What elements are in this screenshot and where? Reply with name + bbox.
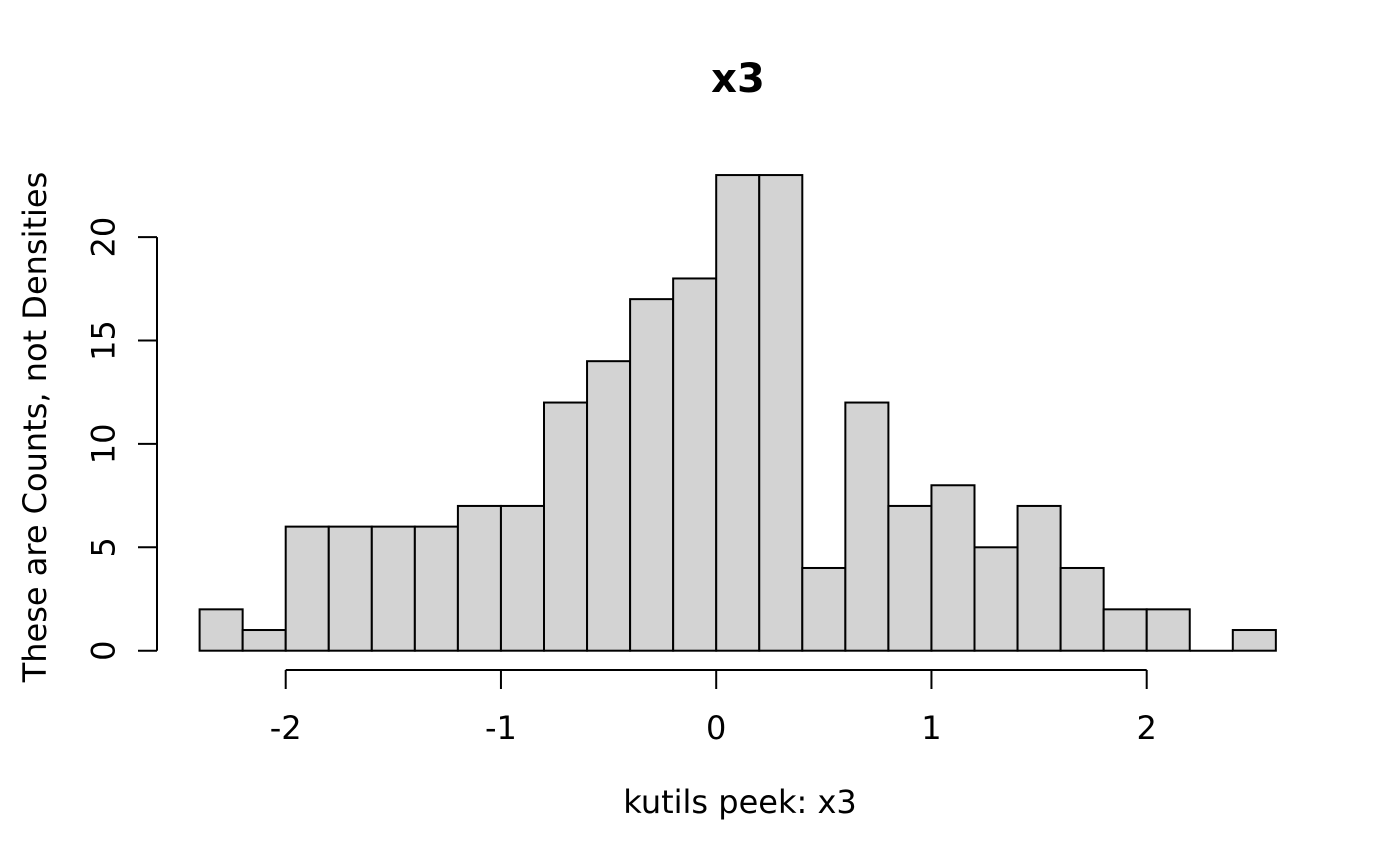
- y-tick-label: 10: [85, 424, 123, 465]
- histogram-bar: [284, 525, 330, 652]
- chart-title: x3: [711, 56, 765, 102]
- x-axis-label: kutils peek: x3: [623, 783, 857, 821]
- histogram-bar: [499, 504, 546, 652]
- histogram-bar: [1016, 504, 1062, 652]
- y-tick-label: 15: [85, 320, 123, 361]
- histogram-bar: [1145, 608, 1191, 652]
- histogram-bar: [241, 629, 287, 652]
- histogram-bar: [327, 525, 373, 652]
- y-tick-label: 5: [85, 537, 123, 557]
- histogram-bar: [629, 298, 675, 652]
- x-tick-label: 0: [706, 709, 726, 747]
- histogram-bar: [801, 566, 847, 652]
- histogram-bar: [456, 504, 502, 652]
- y-tick-label: 0: [85, 641, 123, 661]
- histogram-bar: [887, 504, 933, 652]
- y-tick-label: 20: [85, 217, 123, 258]
- histogram-bar: [973, 546, 1019, 652]
- histogram-bar: [672, 277, 718, 652]
- x-tick-label: -2: [270, 709, 302, 747]
- histogram-bar: [413, 525, 459, 652]
- x-tick-label: 2: [1137, 709, 1157, 747]
- histogram-bar: [1102, 608, 1148, 652]
- histogram-bar: [198, 608, 244, 652]
- histogram-bar: [543, 401, 589, 652]
- histogram-bar: [586, 360, 632, 652]
- histogram-bar: [715, 174, 761, 652]
- histogram-bar: [758, 174, 804, 652]
- histogram-bar: [370, 525, 416, 652]
- histogram-bar: [930, 484, 976, 652]
- histogram-bar: [1231, 629, 1277, 652]
- histogram-bar: [1059, 566, 1105, 652]
- x-tick-label: -1: [485, 709, 517, 747]
- x-tick-label: 1: [921, 709, 941, 747]
- histogram-bar: [844, 401, 890, 652]
- y-axis-label: These are Counts, not Densities: [16, 171, 54, 683]
